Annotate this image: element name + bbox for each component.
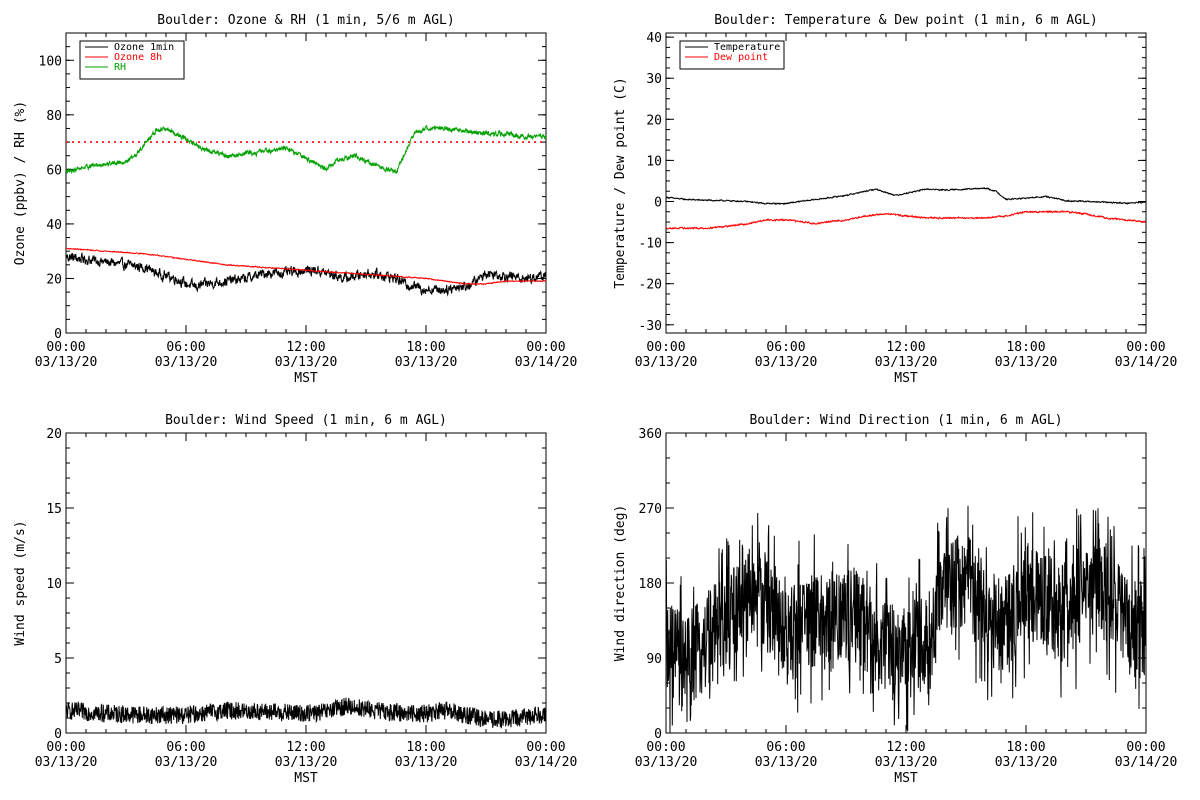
y-tick-label: 80 bbox=[46, 109, 62, 124]
chart-panel-2: Boulder: Temperature & Dew point (1 min,… bbox=[613, 13, 1177, 386]
series-line-data bbox=[666, 505, 1146, 733]
series-line-temperature bbox=[666, 186, 1146, 206]
x-tick-date: 03/14/20 bbox=[1115, 355, 1178, 370]
x-tick-date: 03/13/20 bbox=[995, 355, 1058, 370]
x-axis-label: MST bbox=[894, 771, 918, 786]
x-tick-date: 03/13/20 bbox=[635, 355, 698, 370]
x-tick-time: 00:00 bbox=[1126, 340, 1165, 355]
x-tick-date: 03/13/20 bbox=[875, 755, 938, 770]
x-tick-time: 18:00 bbox=[406, 340, 445, 355]
x-tick-date: 03/13/20 bbox=[35, 755, 98, 770]
x-tick-time: 00:00 bbox=[646, 740, 685, 755]
x-tick-date: 03/14/20 bbox=[1115, 755, 1178, 770]
y-tick-label: 20 bbox=[646, 113, 662, 128]
plot-frame bbox=[665, 32, 1147, 334]
x-axis-label: MST bbox=[294, 371, 318, 386]
x-tick-date: 03/13/20 bbox=[755, 755, 818, 770]
y-tick-label: 5 bbox=[54, 652, 62, 667]
x-tick-time: 06:00 bbox=[766, 740, 805, 755]
x-tick-time: 18:00 bbox=[1006, 340, 1045, 355]
legend-label: Temperature bbox=[714, 42, 780, 53]
x-tick-time: 12:00 bbox=[886, 740, 925, 755]
y-tick-label: 40 bbox=[46, 218, 62, 233]
x-tick-time: 06:00 bbox=[766, 340, 805, 355]
chart-panel-4: Boulder: Wind Direction (1 min, 6 m AGL)… bbox=[613, 413, 1177, 786]
y-tick-label: 20 bbox=[46, 427, 62, 442]
x-tick-time: 00:00 bbox=[526, 740, 565, 755]
x-tick-time: 18:00 bbox=[406, 740, 445, 755]
y-tick-label: 0 bbox=[654, 727, 662, 742]
x-tick-time: 12:00 bbox=[286, 740, 325, 755]
x-tick-time: 00:00 bbox=[1126, 740, 1165, 755]
x-tick-date: 03/13/20 bbox=[275, 355, 338, 370]
y-tick-label: 100 bbox=[39, 54, 62, 69]
y-tick-label: 30 bbox=[646, 72, 662, 87]
series-line-ozone-8h bbox=[66, 247, 546, 286]
x-tick-time: 12:00 bbox=[886, 340, 925, 355]
series-line-dew-point bbox=[666, 210, 1146, 230]
chart-panel-3: Boulder: Wind Speed (1 min, 6 m AGL) 0 5 10… bbox=[13, 413, 577, 786]
x-tick-date: 03/13/20 bbox=[35, 355, 98, 370]
legend-label: Ozone 1min bbox=[114, 42, 174, 53]
x-tick-date: 03/13/20 bbox=[875, 355, 938, 370]
series-line-data bbox=[66, 697, 546, 729]
x-tick-date: 03/13/20 bbox=[395, 755, 458, 770]
x-tick-date: 03/13/20 bbox=[275, 755, 338, 770]
y-tick-label: 60 bbox=[46, 163, 62, 178]
x-tick-date: 03/14/20 bbox=[515, 355, 578, 370]
y-axis-label: Temperature / Dew point (C) bbox=[613, 77, 628, 288]
y-tick-label: 40 bbox=[646, 31, 662, 46]
series-line-rh bbox=[66, 125, 546, 175]
x-tick-date: 03/13/20 bbox=[395, 355, 458, 370]
plot-frame bbox=[65, 432, 547, 734]
x-tick-time: 06:00 bbox=[166, 740, 205, 755]
y-tick-label: 15 bbox=[46, 502, 62, 517]
y-tick-label: -10 bbox=[639, 237, 662, 252]
legend-label: Dew point bbox=[714, 52, 768, 63]
x-tick-date: 03/13/20 bbox=[995, 755, 1058, 770]
legend-label: Ozone 8h bbox=[114, 52, 162, 63]
y-tick-label: 10 bbox=[46, 577, 62, 592]
y-axis-label: Ozone (ppbv) / RH (%) bbox=[13, 101, 28, 265]
x-tick-time: 00:00 bbox=[526, 340, 565, 355]
x-tick-time: 06:00 bbox=[166, 340, 205, 355]
chart-title: Boulder: Wind Direction (1 min, 6 m AGL) bbox=[749, 413, 1062, 428]
y-tick-label: 90 bbox=[646, 652, 662, 667]
y-tick-label: 270 bbox=[639, 502, 662, 517]
x-axis-label: MST bbox=[294, 771, 318, 786]
x-tick-date: 03/14/20 bbox=[515, 755, 578, 770]
x-tick-date: 03/13/20 bbox=[155, 355, 218, 370]
x-tick-time: 00:00 bbox=[646, 340, 685, 355]
x-tick-date: 03/13/20 bbox=[755, 355, 818, 370]
x-tick-date: 03/13/20 bbox=[155, 755, 218, 770]
y-tick-label: -30 bbox=[639, 319, 662, 334]
y-axis-label: Wind direction (deg) bbox=[613, 505, 628, 662]
y-tick-label: 0 bbox=[654, 195, 662, 210]
x-tick-date: 03/13/20 bbox=[635, 755, 698, 770]
chart-title: Boulder: Temperature & Dew point (1 min,… bbox=[714, 13, 1098, 28]
chart-panel-1: Boulder: Ozone & RH (1 min, 5/6 m AGL) 0 2… bbox=[13, 13, 577, 386]
legend-label: RH bbox=[114, 62, 126, 73]
series-line-ozone-1min bbox=[66, 252, 546, 297]
y-tick-label: -20 bbox=[639, 278, 662, 293]
chart-title: Boulder: Wind Speed (1 min, 6 m AGL) bbox=[165, 413, 447, 428]
x-axis-label: MST bbox=[894, 371, 918, 386]
x-tick-time: 12:00 bbox=[286, 340, 325, 355]
x-tick-time: 00:00 bbox=[46, 740, 85, 755]
y-tick-label: 360 bbox=[639, 427, 662, 442]
y-tick-label: 10 bbox=[646, 154, 662, 169]
y-axis-label: Wind speed (m/s) bbox=[13, 520, 28, 645]
legend-box bbox=[679, 40, 785, 70]
x-tick-time: 00:00 bbox=[46, 340, 85, 355]
y-tick-label: 180 bbox=[639, 577, 662, 592]
y-tick-label: 0 bbox=[54, 327, 62, 342]
x-tick-time: 18:00 bbox=[1006, 740, 1045, 755]
chart-title: Boulder: Ozone & RH (1 min, 5/6 m AGL) bbox=[157, 13, 454, 28]
y-tick-label: 0 bbox=[54, 727, 62, 742]
y-tick-label: 20 bbox=[46, 272, 62, 287]
